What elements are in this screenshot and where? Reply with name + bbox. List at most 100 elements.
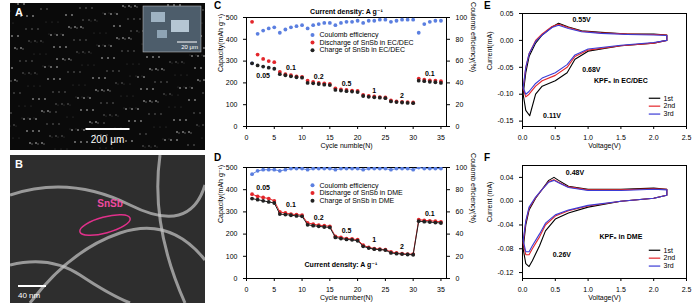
svg-text:0.11V: 0.11V (543, 112, 561, 119)
svg-text:2: 2 (400, 243, 404, 250)
svg-text:5: 5 (272, 134, 276, 141)
svg-text:2.0: 2.0 (649, 286, 659, 293)
svg-text:KPF₆ in EC/DEC: KPF₆ in EC/DEC (594, 77, 648, 84)
svg-text:0.2: 0.2 (314, 73, 324, 80)
svg-text:0: 0 (456, 123, 460, 130)
svg-text:20: 20 (456, 253, 464, 260)
svg-text:0.00: 0.00 (500, 197, 514, 204)
svg-text:500: 500 (226, 164, 238, 171)
svg-text:2.5: 2.5 (682, 134, 692, 141)
svg-text:500: 500 (226, 14, 238, 21)
svg-text:0.05: 0.05 (256, 72, 270, 79)
svg-text:100: 100 (226, 253, 238, 260)
svg-text:Voltage(V): Voltage(V) (588, 142, 621, 150)
svg-text:Current density: A g⁻¹: Current density: A g⁻¹ (305, 261, 378, 269)
svg-text:0.00: 0.00 (500, 37, 514, 44)
svg-text:400: 400 (226, 186, 238, 193)
svg-text:0.04: 0.04 (500, 174, 514, 181)
svg-text:10: 10 (298, 134, 306, 141)
svg-text:40: 40 (456, 230, 464, 237)
svg-text:3rd: 3rd (664, 110, 674, 117)
svg-text:0.0: 0.0 (518, 134, 528, 141)
svg-text:200: 200 (226, 79, 238, 86)
svg-text:0.26V: 0.26V (553, 251, 572, 258)
svg-text:10: 10 (298, 286, 306, 293)
svg-text:100: 100 (226, 101, 238, 108)
svg-text:80: 80 (456, 36, 464, 43)
svg-text:1st: 1st (664, 94, 673, 101)
svg-text:0: 0 (245, 286, 249, 293)
svg-text:B: B (15, 158, 23, 170)
svg-text:Current (mA): Current (mA) (486, 182, 494, 222)
svg-text:0.1: 0.1 (425, 210, 435, 217)
svg-text:0: 0 (234, 275, 238, 282)
svg-text:0.05: 0.05 (256, 184, 270, 191)
svg-text:0: 0 (245, 134, 249, 141)
svg-text:Coulomb efficiency(%): Coulomb efficiency(%) (469, 2, 477, 72)
svg-text:1st: 1st (664, 246, 673, 253)
svg-text:30: 30 (409, 134, 417, 141)
svg-text:0.5: 0.5 (550, 134, 560, 141)
svg-text:300: 300 (226, 208, 238, 215)
svg-text:0.48V: 0.48V (566, 169, 585, 176)
svg-text:60: 60 (456, 208, 464, 215)
svg-text:15: 15 (326, 286, 334, 293)
svg-text:Capacity(mAh g⁻¹): Capacity(mAh g⁻¹) (217, 165, 225, 223)
svg-text:0.68V: 0.68V (582, 66, 601, 73)
svg-text:1.5: 1.5 (616, 134, 626, 141)
svg-text:-0.05: -0.05 (498, 64, 514, 71)
svg-text:5: 5 (272, 286, 276, 293)
svg-text:1: 1 (372, 87, 376, 94)
svg-text:400: 400 (226, 36, 238, 43)
svg-text:0.05: 0.05 (500, 10, 514, 17)
svg-text:1.5: 1.5 (616, 286, 626, 293)
svg-text:0.1: 0.1 (286, 201, 296, 208)
svg-text:2nd: 2nd (664, 102, 676, 109)
svg-text:35: 35 (437, 134, 445, 141)
svg-text:20: 20 (354, 286, 362, 293)
svg-text:100: 100 (456, 164, 468, 171)
svg-text:2nd: 2nd (664, 254, 676, 261)
svg-text:0.5: 0.5 (342, 227, 352, 234)
svg-text:2.5: 2.5 (682, 286, 692, 293)
svg-text:0.0: 0.0 (518, 286, 528, 293)
svg-text:KPF₆ in DME: KPF₆ in DME (599, 233, 642, 240)
svg-text:Charge of SnSb in DME: Charge of SnSb in DME (320, 197, 395, 205)
svg-text:2.0: 2.0 (649, 134, 659, 141)
svg-text:-0.15: -0.15 (498, 117, 514, 124)
svg-text:Voltage(V): Voltage(V) (588, 294, 621, 302)
svg-text:0.2: 0.2 (314, 214, 324, 221)
svg-text:-0.08: -0.08 (498, 245, 514, 252)
svg-text:Charge of SnSb in EC/DEC: Charge of SnSb in EC/DEC (320, 46, 406, 54)
svg-text:15: 15 (326, 134, 334, 141)
svg-text:0.1: 0.1 (425, 70, 435, 77)
svg-text:300: 300 (226, 57, 238, 64)
svg-text:Cycle numble(N): Cycle numble(N) (320, 142, 372, 150)
svg-text:0.5: 0.5 (550, 286, 560, 293)
svg-text:200 μm: 200 μm (91, 134, 125, 145)
svg-text:20: 20 (354, 134, 362, 141)
svg-text:25: 25 (381, 286, 389, 293)
svg-text:Coulomb efficiency(%): Coulomb efficiency(%) (469, 153, 477, 223)
svg-text:0.1: 0.1 (286, 64, 296, 71)
svg-text:3rd: 3rd (664, 262, 674, 269)
svg-text:SnSb: SnSb (97, 198, 123, 209)
svg-text:1: 1 (372, 236, 376, 243)
svg-text:35: 35 (437, 286, 445, 293)
svg-text:1.0: 1.0 (583, 134, 593, 141)
svg-text:40: 40 (456, 79, 464, 86)
svg-text:0: 0 (456, 275, 460, 282)
svg-text:A: A (15, 6, 23, 18)
svg-text:0: 0 (234, 123, 238, 130)
svg-text:200: 200 (226, 230, 238, 237)
svg-text:20 μm: 20 μm (181, 44, 198, 50)
svg-text:60: 60 (456, 57, 464, 64)
svg-text:Capacity(mAh g⁻¹): Capacity(mAh g⁻¹) (217, 14, 225, 72)
svg-text:Current(mA): Current(mA) (486, 31, 494, 70)
svg-text:40 nm: 40 nm (18, 291, 41, 300)
svg-text:-0.04: -0.04 (498, 221, 514, 228)
svg-text:0.55V: 0.55V (572, 16, 591, 23)
svg-text:80: 80 (456, 186, 464, 193)
svg-text:Cycle number(N): Cycle number(N) (320, 294, 373, 302)
svg-text:-0.12: -0.12 (498, 269, 514, 276)
